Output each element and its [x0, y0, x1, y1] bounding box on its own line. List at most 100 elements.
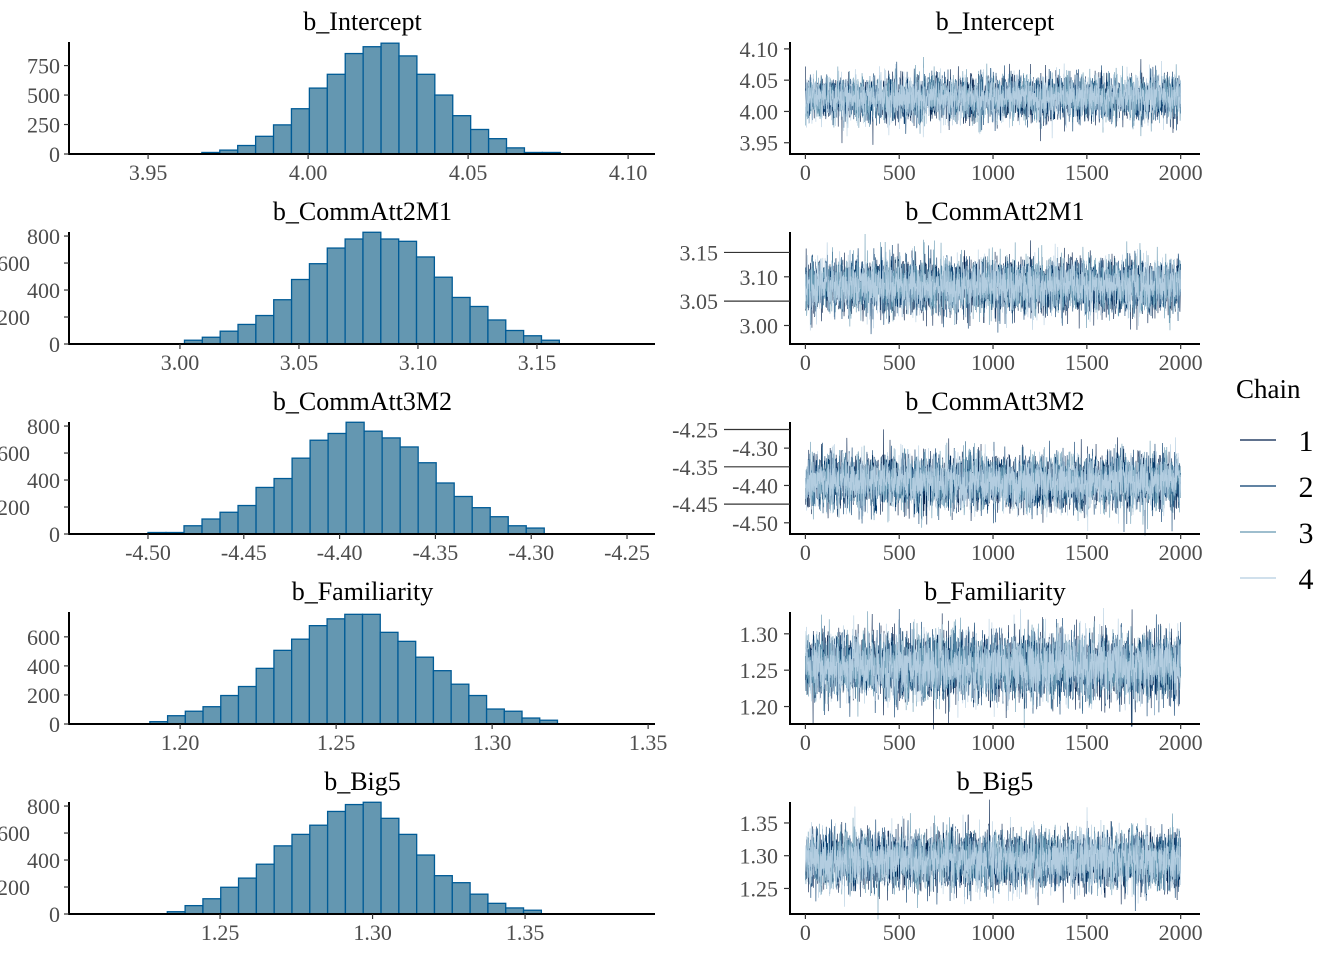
histogram-bar [469, 893, 489, 915]
trace-b_CommAtt2M1: b_CommAtt2M1 0 500 1000 1500 2000 3.00 3.05 3.10… [680, 197, 1203, 375]
x-tick-label: -4.25 [604, 540, 650, 565]
x-tick-label: 1.20 [161, 730, 200, 755]
y-tick-label: -4.50 [732, 511, 778, 536]
histogram-bar [344, 238, 364, 345]
x-tick-label: 500 [883, 920, 916, 945]
histogram-b_Familiarity: b_Familiarity 1.20 1.25 1.30 1.35 0 200 400 600 [27, 577, 667, 755]
histogram-bar [487, 319, 507, 345]
histogram-bar [326, 810, 347, 915]
histogram-bar [487, 902, 507, 915]
histogram-bar [344, 803, 364, 915]
x-tick-label: 1.30 [473, 730, 512, 755]
histogram-bar [487, 138, 508, 155]
y-tick-label: 3.15 [680, 240, 719, 265]
histogram-bar [398, 833, 418, 915]
y-tick-label: 200 [27, 683, 60, 708]
trace-b_Intercept: b_Intercept 0 500 1000 1500 2000 3.95 4.00 4.05 4… [740, 7, 1203, 185]
histogram-bar [255, 314, 275, 345]
x-tick-label: 1500 [1065, 160, 1109, 185]
x-tick-label: 1000 [971, 160, 1015, 185]
legend-title: Chain [1236, 374, 1301, 404]
histogram-bar [507, 525, 527, 535]
x-tick-label: 3.00 [161, 350, 200, 375]
histogram-bar [415, 256, 436, 345]
y-tick-label: 1.20 [740, 695, 779, 720]
histogram-bar [469, 305, 489, 345]
y-tick-label: 800 [27, 224, 60, 249]
histogram-bar [273, 299, 293, 345]
histogram-bar [255, 486, 275, 535]
histogram-bar [255, 667, 275, 725]
x-tick-label: 2000 [1159, 160, 1203, 185]
histogram-bar [381, 437, 401, 535]
histogram-bar [345, 421, 365, 535]
trace-title: b_Intercept [936, 7, 1055, 36]
x-tick-label: 0 [800, 730, 811, 755]
x-tick-label: -4.40 [317, 540, 363, 565]
x-tick-label: 2000 [1159, 730, 1203, 755]
y-tick-label: 3.05 [680, 289, 719, 314]
trace-line-chain-4 [805, 242, 1181, 331]
x-tick-label: 3.05 [280, 350, 319, 375]
histogram-bar [344, 613, 364, 725]
y-tick-label: 200 [0, 305, 30, 330]
histogram-bar [398, 55, 418, 155]
histogram-bar [291, 457, 311, 535]
x-tick-label: 1000 [971, 920, 1015, 945]
y-tick-label: 0 [49, 712, 60, 737]
legend-label: 2 [1299, 471, 1314, 504]
histogram-title: b_Intercept [303, 7, 422, 36]
histogram-bar [452, 115, 472, 155]
y-tick-label: 0 [49, 142, 60, 167]
histogram-bar [471, 507, 491, 535]
histogram-bar [433, 875, 453, 915]
y-tick-label: 400 [27, 654, 60, 679]
x-tick-label: 1.35 [506, 920, 545, 945]
histogram-title: b_CommAtt2M1 [273, 197, 452, 226]
y-tick-label: 400 [27, 278, 60, 303]
y-tick-label: 600 [0, 251, 30, 276]
histogram-bar [255, 863, 275, 915]
histogram-bar [503, 710, 523, 725]
y-tick-label: 0 [49, 522, 60, 547]
x-tick-label: -4.45 [221, 540, 267, 565]
trace-b_CommAtt3M2: b_CommAtt3M2 0 500 1000 1500 2000 -4.50 -4.45 -4… [672, 387, 1203, 565]
y-tick-label: -4.45 [672, 492, 718, 517]
trace-line-chain-4 [805, 608, 1181, 718]
histogram-bar [290, 278, 311, 345]
histogram-bar [362, 46, 382, 155]
histogram-bar [326, 73, 346, 155]
histogram-bar [254, 135, 275, 155]
y-tick-label: 3.95 [740, 131, 779, 156]
histogram-bar [202, 706, 222, 725]
histogram-bar [273, 845, 293, 915]
histogram-bar [219, 511, 239, 535]
histogram-bar [485, 708, 505, 725]
histogram-bar [273, 649, 293, 725]
histogram-bar [379, 631, 399, 725]
legend-label: 3 [1299, 517, 1314, 550]
histogram-bar [362, 801, 382, 915]
y-tick-label: 1.35 [740, 811, 779, 836]
y-tick-label: 3.00 [740, 313, 779, 338]
x-tick-label: 0 [800, 160, 811, 185]
histogram-bar [308, 625, 328, 725]
histogram-bar [220, 886, 240, 915]
histogram-bar [398, 240, 418, 345]
y-tick-label: 4.10 [740, 37, 779, 62]
y-tick-label: 600 [0, 821, 30, 846]
x-tick-label: 4.10 [609, 160, 648, 185]
x-tick-label: -4.35 [412, 540, 458, 565]
x-tick-label: 0 [800, 920, 811, 945]
trace-b_Big5: b_Big5 0 500 1000 1500 2000 1.25 1.30 1.35 [740, 767, 1203, 945]
y-tick-label: -4.25 [672, 417, 718, 442]
x-tick-label: 1500 [1065, 540, 1109, 565]
histogram-bar [290, 108, 311, 155]
x-tick-label: 500 [883, 350, 916, 375]
histogram-bar [237, 323, 257, 345]
histogram-bar [470, 128, 490, 155]
histogram-bar [237, 504, 257, 535]
